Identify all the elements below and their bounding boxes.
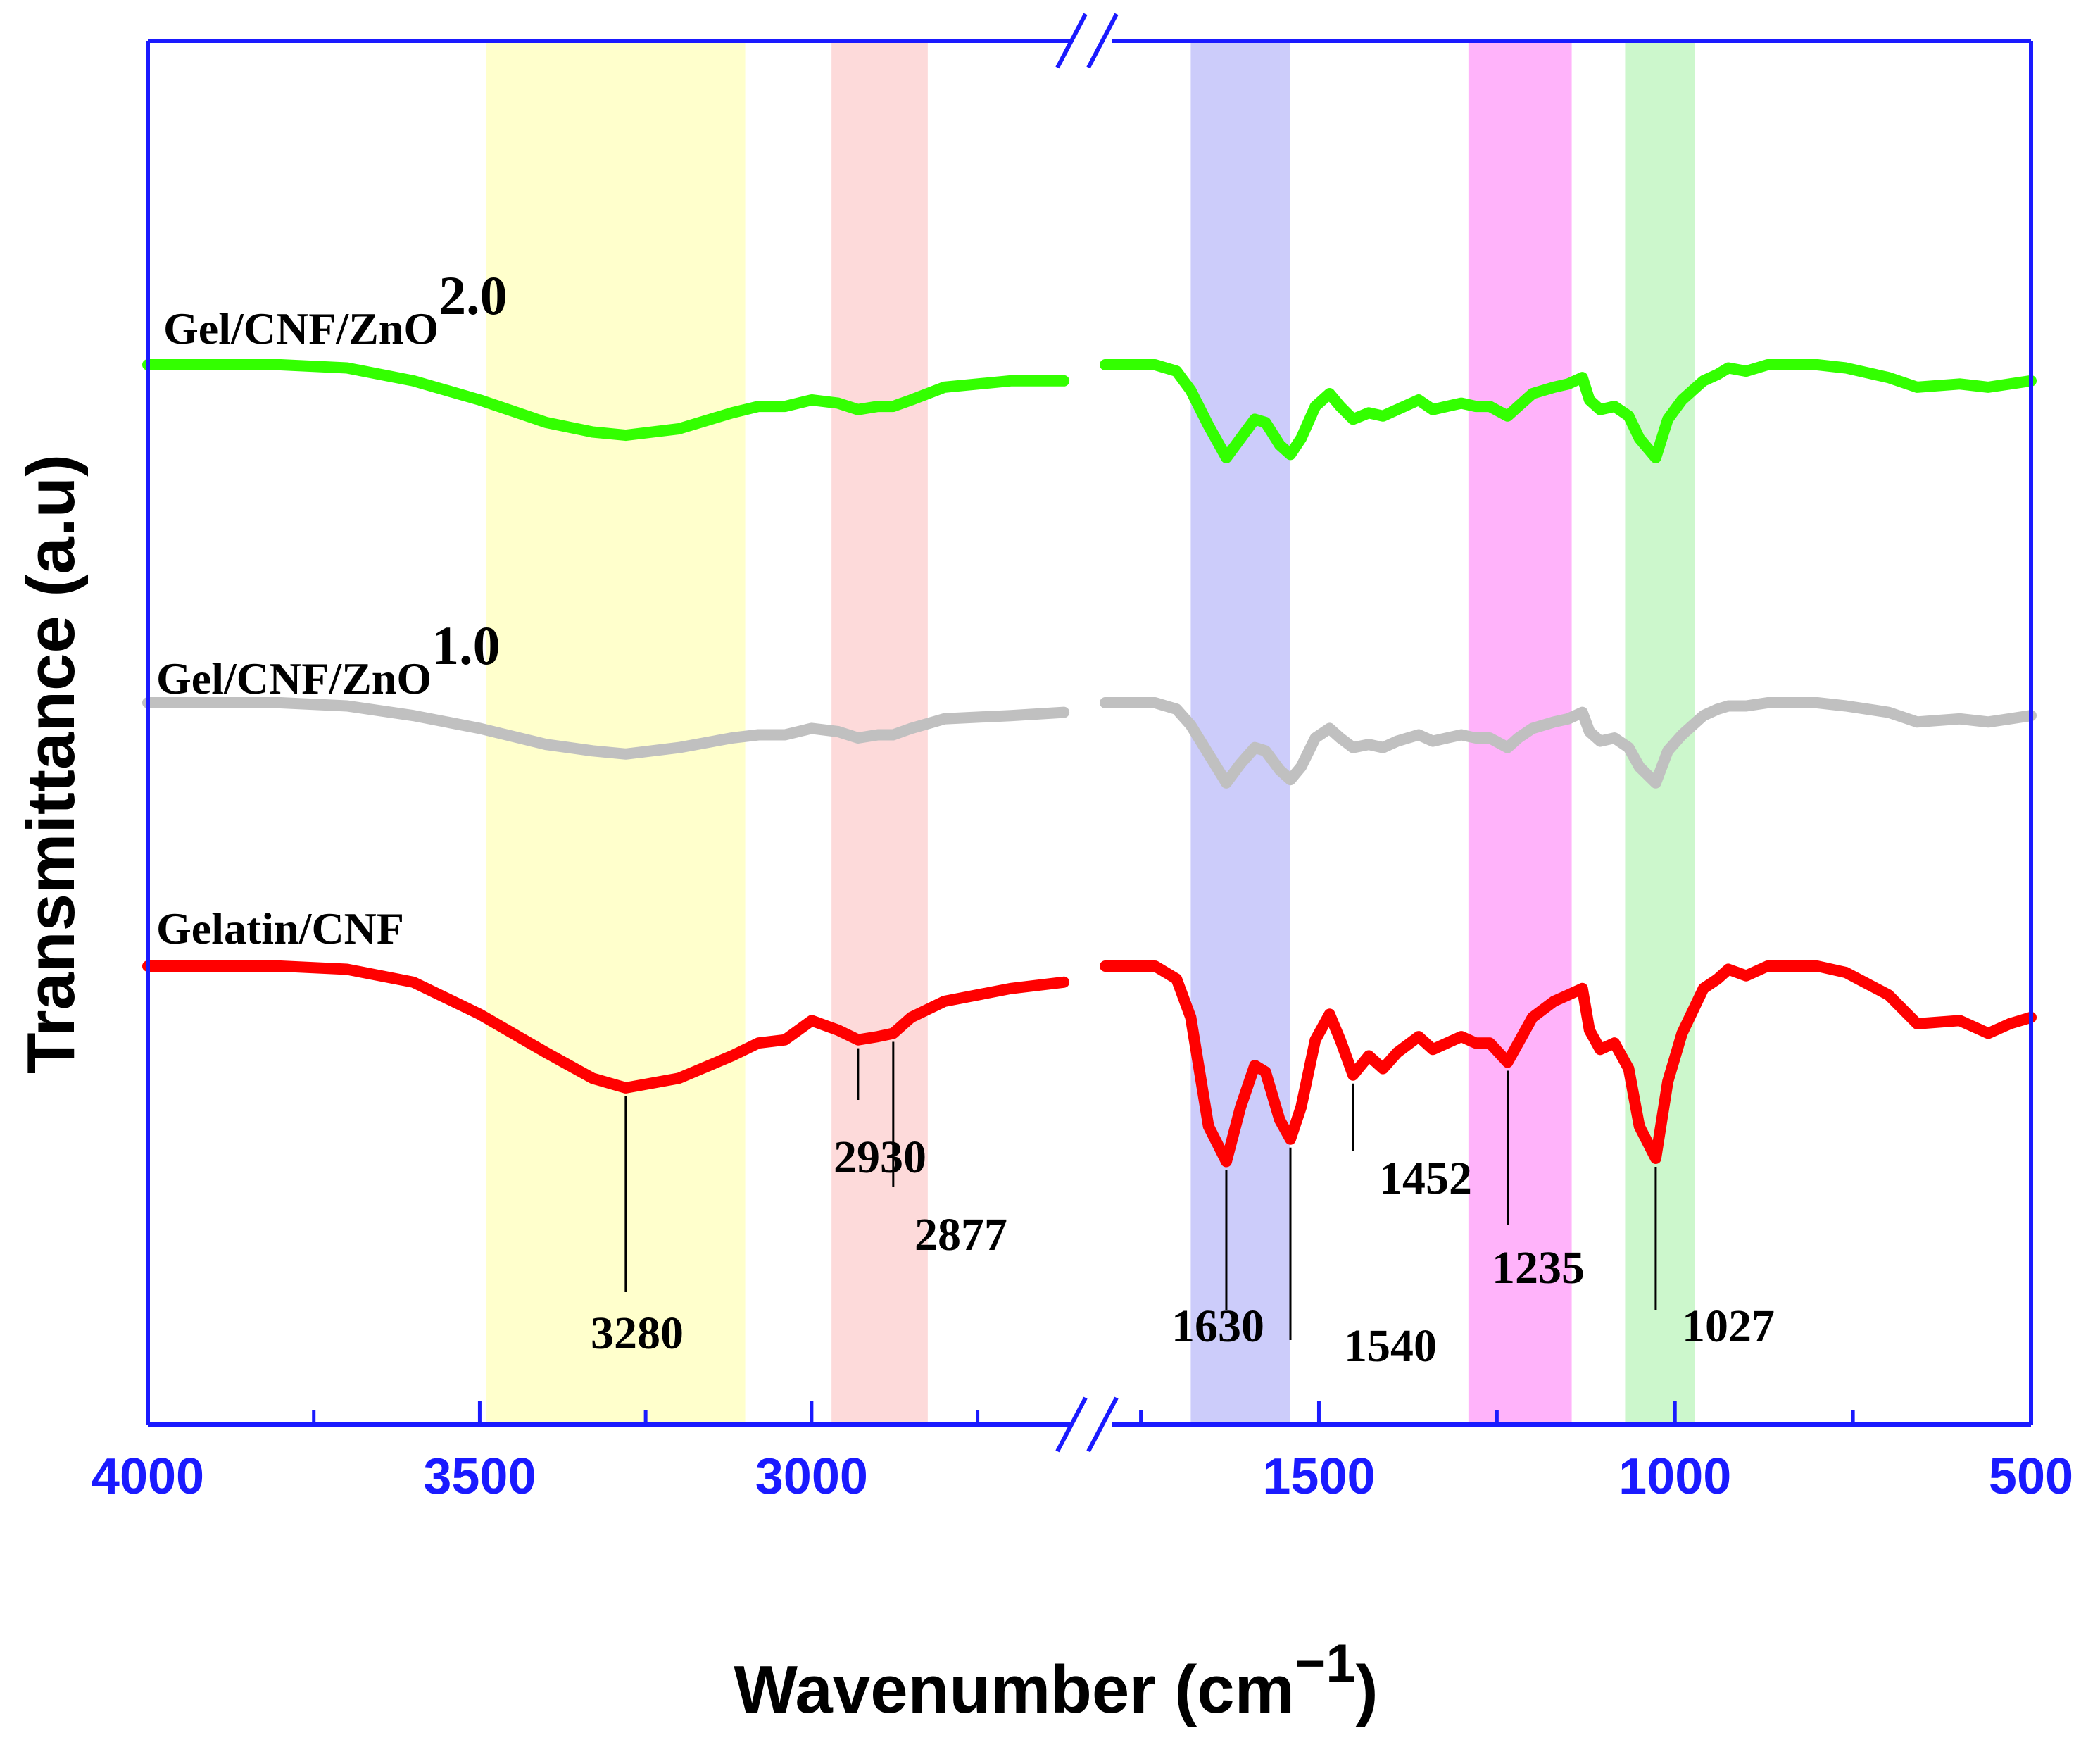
y-axis-title: Transmittance (a.u) [13, 454, 89, 1074]
peak-label-2930: 2930 [834, 1132, 926, 1183]
peak-label-1452: 1452 [1379, 1153, 1472, 1204]
series-label-name: Gel/CNF/ZnO [156, 653, 432, 703]
series-label-0: Gel/CNF/ZnO2.0 [163, 265, 508, 353]
x-tick-label-1000: 1000 [1618, 1448, 1731, 1505]
x-axis-title: Wavenumber (cm−1) [734, 1634, 1378, 1727]
highlight-bands [486, 41, 1695, 1425]
x-axis-title-close: ) [1356, 1652, 1378, 1727]
peak-label-2877: 2877 [914, 1209, 1007, 1260]
highlight-band-2 [1190, 41, 1290, 1425]
peak-label-1540: 1540 [1344, 1320, 1437, 1372]
series-label-name: Gel/CNF/ZnO [163, 303, 439, 353]
peak-label-1630: 1630 [1171, 1301, 1264, 1352]
series-line-2-segment-0 [142, 960, 1070, 1094]
highlight-band-0 [486, 41, 746, 1425]
series-label-superscript: 1.0 [432, 615, 501, 676]
axes [146, 13, 2033, 1453]
peak-label-1027: 1027 [1682, 1301, 1775, 1352]
series-line-2-segment-1 [1100, 960, 2037, 1168]
axis-break-mark-top-2 [1086, 13, 1119, 69]
series-label-2: Gelatin/CNF [156, 903, 404, 953]
series-line-0-segment-0 [142, 359, 1070, 442]
x-tick-label-500: 500 [1989, 1448, 2073, 1505]
x-tick-label-1500: 1500 [1262, 1448, 1375, 1505]
series-line-0-segment-1 [1100, 359, 2037, 463]
peak-label-3280: 3280 [591, 1308, 684, 1359]
peak-annotations: 3280 2930 2877 1630 1540 1452 1235 1027 [591, 1041, 1775, 1372]
axis-break-mark-bottom-1 [1055, 1396, 1088, 1453]
x-axis-title-superscript: −1 [1295, 1634, 1356, 1694]
x-tick-label-3000: 3000 [755, 1448, 868, 1505]
series-label-superscript: 2.0 [439, 265, 508, 326]
x-tick-label-4000: 4000 [92, 1448, 204, 1505]
peak-label-1235: 1235 [1492, 1242, 1585, 1294]
axis-break-mark-bottom-2 [1086, 1396, 1119, 1453]
x-tick-label-3500: 3500 [423, 1448, 536, 1505]
series-label-1: Gel/CNF/ZnO1.0 [156, 615, 501, 703]
x-ticks: 4000 3500 3000 1500 1000 500 [92, 1401, 2073, 1505]
series-line-1-segment-0 [142, 697, 1070, 760]
series-line-1-segment-1 [1100, 697, 2037, 789]
axis-break-mark-top-1 [1055, 13, 1088, 69]
series-label-name: Gelatin/CNF [156, 903, 404, 953]
spectra-series [142, 359, 2037, 1168]
